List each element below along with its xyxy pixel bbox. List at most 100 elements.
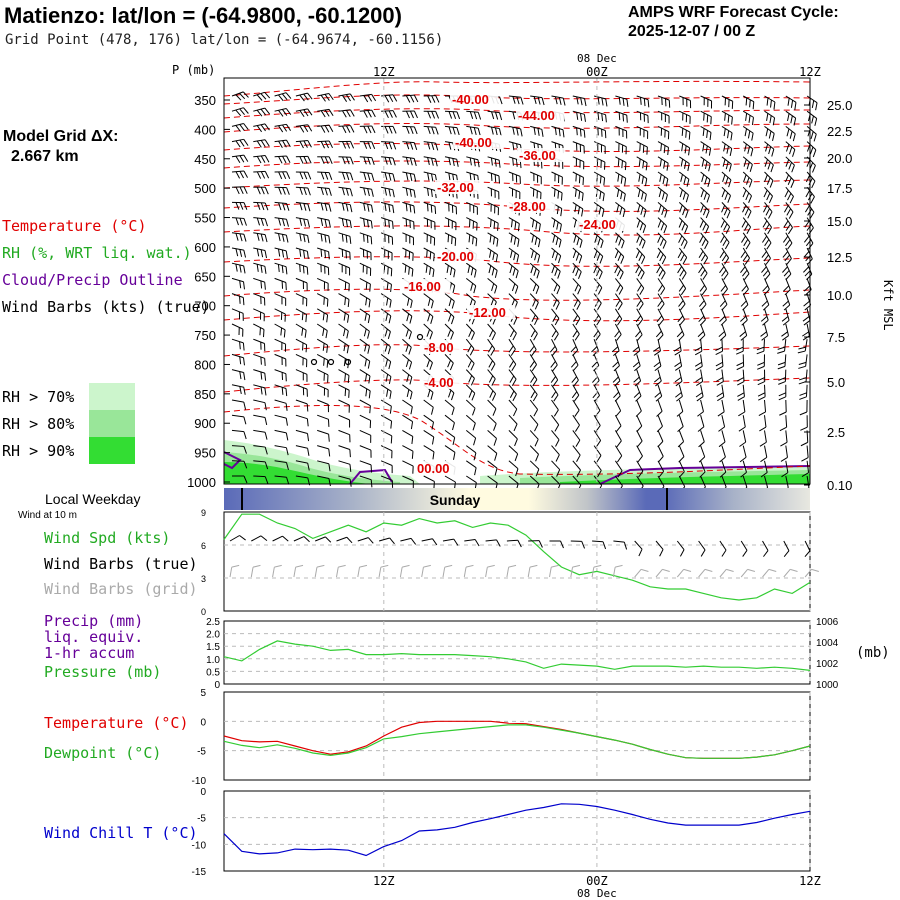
barb-shaft bbox=[381, 156, 394, 159]
barb-feather bbox=[618, 112, 621, 121]
barb-feather bbox=[724, 192, 729, 201]
barb-feather bbox=[307, 156, 312, 164]
barb-shaft bbox=[636, 141, 648, 148]
barb-shaft bbox=[785, 95, 797, 103]
barb-shaft bbox=[572, 171, 584, 178]
barb-feather bbox=[448, 111, 453, 119]
barb-feather bbox=[792, 149, 796, 157]
pressure-axis-unit: (mb) bbox=[856, 645, 890, 661]
barb-shaft bbox=[806, 171, 816, 182]
upper-wind-barb bbox=[402, 141, 418, 151]
barb-shaft bbox=[231, 170, 244, 173]
barb-feather bbox=[583, 161, 585, 170]
barb-feather bbox=[791, 164, 795, 173]
barb-feather bbox=[320, 110, 326, 118]
legend-rh70-label: RH > 70% bbox=[2, 388, 75, 406]
barb-feather bbox=[285, 124, 292, 131]
barb-feather bbox=[579, 128, 582, 137]
barb-feather bbox=[622, 98, 625, 106]
barb-feather bbox=[684, 161, 687, 169]
barb-feather bbox=[789, 146, 793, 155]
barb-feather bbox=[235, 125, 241, 132]
barb-feather bbox=[448, 142, 452, 150]
upper-wind-barb bbox=[317, 186, 332, 196]
precip-ytick-label: 0 bbox=[214, 680, 220, 691]
barb-feather bbox=[597, 96, 600, 105]
barb-shaft bbox=[359, 201, 372, 206]
upper-wind-barb bbox=[338, 171, 354, 181]
barb-feather bbox=[813, 133, 817, 142]
barb-feather bbox=[350, 141, 355, 149]
barb-feather bbox=[787, 98, 790, 106]
barb-feather bbox=[599, 175, 602, 184]
barb-shaft bbox=[487, 125, 500, 129]
barb-feather bbox=[597, 143, 599, 151]
barb-feather bbox=[405, 95, 411, 103]
barb-feather bbox=[686, 179, 690, 187]
barb-feather bbox=[320, 202, 324, 211]
barb-feather bbox=[320, 156, 325, 164]
barb-feather bbox=[709, 132, 712, 141]
upper-wind-barb bbox=[359, 171, 375, 181]
barb-feather bbox=[405, 203, 408, 212]
barb-feather bbox=[666, 163, 669, 171]
top-date-label: 08 Dec bbox=[577, 52, 617, 65]
barb-feather bbox=[640, 207, 644, 215]
upper-wind-barb bbox=[636, 125, 649, 139]
barb-feather bbox=[576, 127, 578, 136]
barb-feather bbox=[723, 143, 726, 152]
barb-shaft bbox=[678, 186, 689, 196]
barb-feather bbox=[597, 127, 599, 136]
barb-shaft bbox=[785, 156, 795, 166]
barb-shaft bbox=[742, 125, 754, 134]
barb-feather bbox=[499, 112, 503, 121]
barb-feather bbox=[688, 147, 691, 156]
pressure-tick-label: 450 bbox=[194, 152, 216, 167]
barb-feather bbox=[363, 172, 367, 180]
barb-feather bbox=[303, 140, 308, 148]
barb-feather bbox=[405, 110, 410, 119]
model-grid-info: Model Grid ΔX: 2.667 km bbox=[3, 127, 119, 167]
barb-feather bbox=[520, 128, 523, 137]
barb-feather bbox=[744, 143, 747, 152]
upper-wind-barb bbox=[551, 95, 566, 106]
isotherm-line bbox=[223, 344, 811, 357]
barb-shaft bbox=[338, 93, 351, 97]
barb-feather bbox=[658, 189, 662, 198]
barb-feather bbox=[701, 174, 705, 182]
barb-feather bbox=[710, 100, 713, 109]
barb-feather bbox=[469, 126, 473, 135]
local-weekday-label: Local Weekday bbox=[45, 491, 141, 507]
barb-feather bbox=[688, 131, 691, 140]
temperature-ytick-label: 5 bbox=[200, 688, 206, 699]
barb-shaft bbox=[274, 123, 287, 127]
legend-rh90-label: RH > 90% bbox=[2, 442, 75, 460]
wind-ytick-label: 9 bbox=[201, 508, 206, 518]
barb-feather bbox=[668, 100, 671, 108]
upper-wind-barb bbox=[402, 94, 419, 103]
barb-feather bbox=[665, 194, 668, 203]
upper-wind-barb bbox=[593, 156, 606, 170]
upper-wind-barb bbox=[657, 110, 670, 124]
barb-shaft bbox=[253, 139, 266, 143]
barb-shaft bbox=[764, 125, 775, 134]
barb-shaft bbox=[253, 170, 266, 173]
pressure-tick-label: 800 bbox=[194, 357, 216, 372]
barb-feather bbox=[580, 97, 583, 106]
barb-shaft bbox=[615, 95, 628, 100]
upper-wind-barb bbox=[359, 125, 376, 134]
barb-feather bbox=[473, 111, 478, 120]
barb-feather bbox=[328, 140, 333, 149]
barb-feather bbox=[307, 124, 313, 132]
contour-label: -8.00 bbox=[424, 340, 454, 355]
upper-wind-barb bbox=[295, 201, 311, 212]
contour-label: -36.00 bbox=[519, 148, 556, 163]
upper-wind-barb bbox=[487, 110, 503, 121]
barb-feather bbox=[708, 163, 711, 172]
barb-feather bbox=[659, 158, 662, 167]
barb-feather bbox=[814, 118, 818, 126]
upper-wind-barb bbox=[721, 156, 732, 172]
barb-feather bbox=[642, 160, 645, 169]
temperature-ytick-label: 0 bbox=[200, 717, 206, 728]
barb-feather bbox=[790, 180, 795, 188]
